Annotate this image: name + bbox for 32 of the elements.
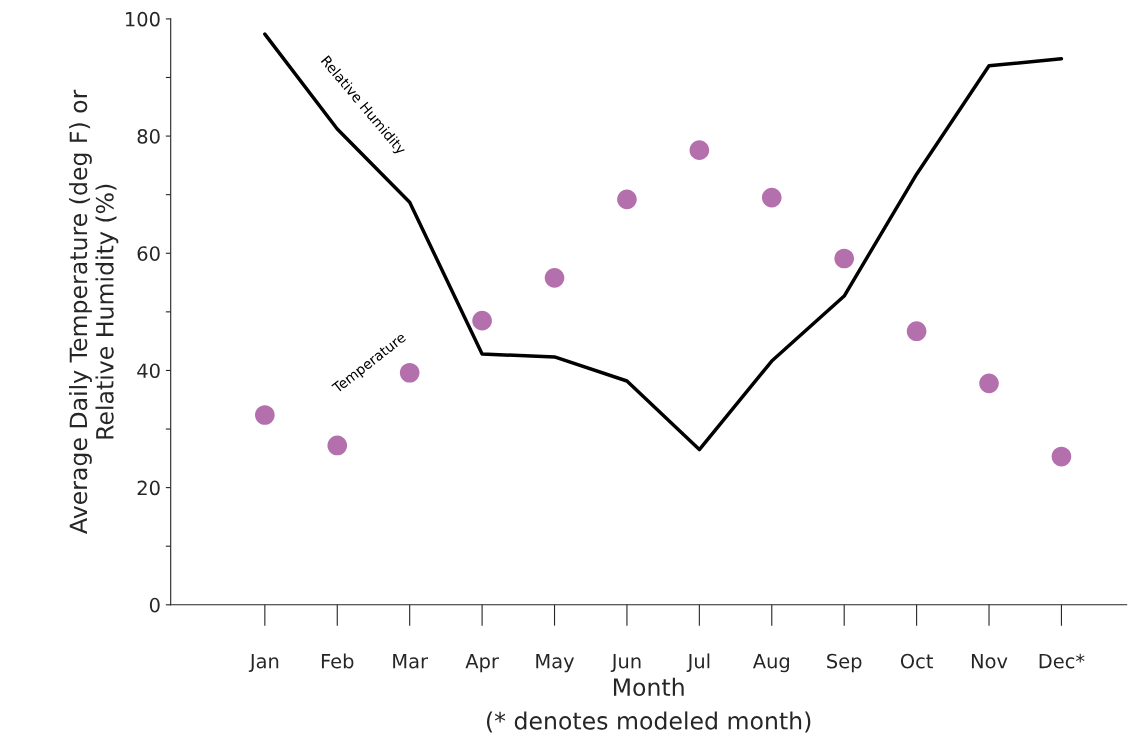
- point: [327, 435, 348, 456]
- x-tick-label: Aug: [752, 654, 789, 673]
- point: [906, 321, 927, 342]
- x-tick-label: Dec*: [1039, 653, 1085, 669]
- y-tick-label: 60: [137, 246, 160, 261]
- point: [979, 373, 999, 394]
- point: [255, 405, 275, 425]
- point: [761, 187, 782, 208]
- point: [617, 189, 637, 210]
- point: [1051, 446, 1072, 467]
- point: [689, 140, 710, 160]
- x-tick-label: Jan: [248, 654, 279, 673]
- x-tick-label: Sep: [827, 653, 862, 673]
- x-tick-label: Mar: [393, 654, 429, 669]
- x-tick-label: Apr: [465, 654, 499, 673]
- point: [544, 268, 565, 288]
- y-tick-label: 100: [126, 11, 160, 27]
- y-axis-title: Average Daily Temperature (deg F) or Relative Humidity (%): [69, 89, 119, 534]
- x-tick-label: May: [536, 654, 575, 673]
- x-tick-label: Jul: [686, 653, 710, 673]
- x-axis-title: Month (* denotes modeled month): [486, 677, 811, 733]
- x-tick-label: Oct: [900, 653, 933, 669]
- x-tick-label: Jun: [610, 654, 641, 673]
- point: [472, 310, 492, 331]
- line-series: [263, 32, 1064, 452]
- y-tick-label: 20: [137, 480, 160, 496]
- x-tick-label: Nov: [971, 654, 1008, 669]
- point: [834, 248, 855, 269]
- y-tick-label: 0: [149, 597, 160, 613]
- y-tick-label: 80: [137, 129, 160, 144]
- x-tick-label: Feb: [321, 653, 354, 669]
- y-tick-label: 40: [137, 363, 160, 379]
